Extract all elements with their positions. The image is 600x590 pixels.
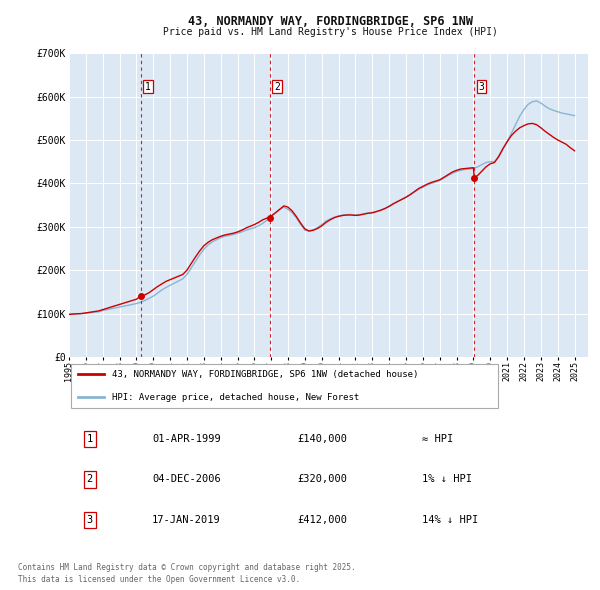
Text: Price paid vs. HM Land Registry's House Price Index (HPI): Price paid vs. HM Land Registry's House … — [163, 27, 497, 37]
Text: This data is licensed under the Open Government Licence v3.0.: This data is licensed under the Open Gov… — [18, 575, 300, 584]
Text: ≈ HPI: ≈ HPI — [422, 434, 453, 444]
Text: HPI: Average price, detached house, New Forest: HPI: Average price, detached house, New … — [112, 393, 359, 402]
Text: 2: 2 — [274, 81, 280, 91]
Text: 14% ↓ HPI: 14% ↓ HPI — [422, 515, 478, 525]
Text: 43, NORMANDY WAY, FORDINGBRIDGE, SP6 1NW (detached house): 43, NORMANDY WAY, FORDINGBRIDGE, SP6 1NW… — [112, 370, 419, 379]
Text: 01-APR-1999: 01-APR-1999 — [152, 434, 221, 444]
Text: 2: 2 — [86, 474, 93, 484]
Text: £140,000: £140,000 — [298, 434, 347, 444]
Text: 17-JAN-2019: 17-JAN-2019 — [152, 515, 221, 525]
Text: 1: 1 — [145, 81, 151, 91]
Text: £320,000: £320,000 — [298, 474, 347, 484]
Text: 1: 1 — [86, 434, 93, 444]
Text: 04-DEC-2006: 04-DEC-2006 — [152, 474, 221, 484]
Text: 3: 3 — [86, 515, 93, 525]
Text: £412,000: £412,000 — [298, 515, 347, 525]
FancyBboxPatch shape — [71, 363, 498, 408]
Text: 43, NORMANDY WAY, FORDINGBRIDGE, SP6 1NW: 43, NORMANDY WAY, FORDINGBRIDGE, SP6 1NW — [187, 15, 473, 28]
Text: 1% ↓ HPI: 1% ↓ HPI — [422, 474, 472, 484]
Text: Contains HM Land Registry data © Crown copyright and database right 2025.: Contains HM Land Registry data © Crown c… — [18, 563, 356, 572]
Text: 3: 3 — [478, 81, 484, 91]
